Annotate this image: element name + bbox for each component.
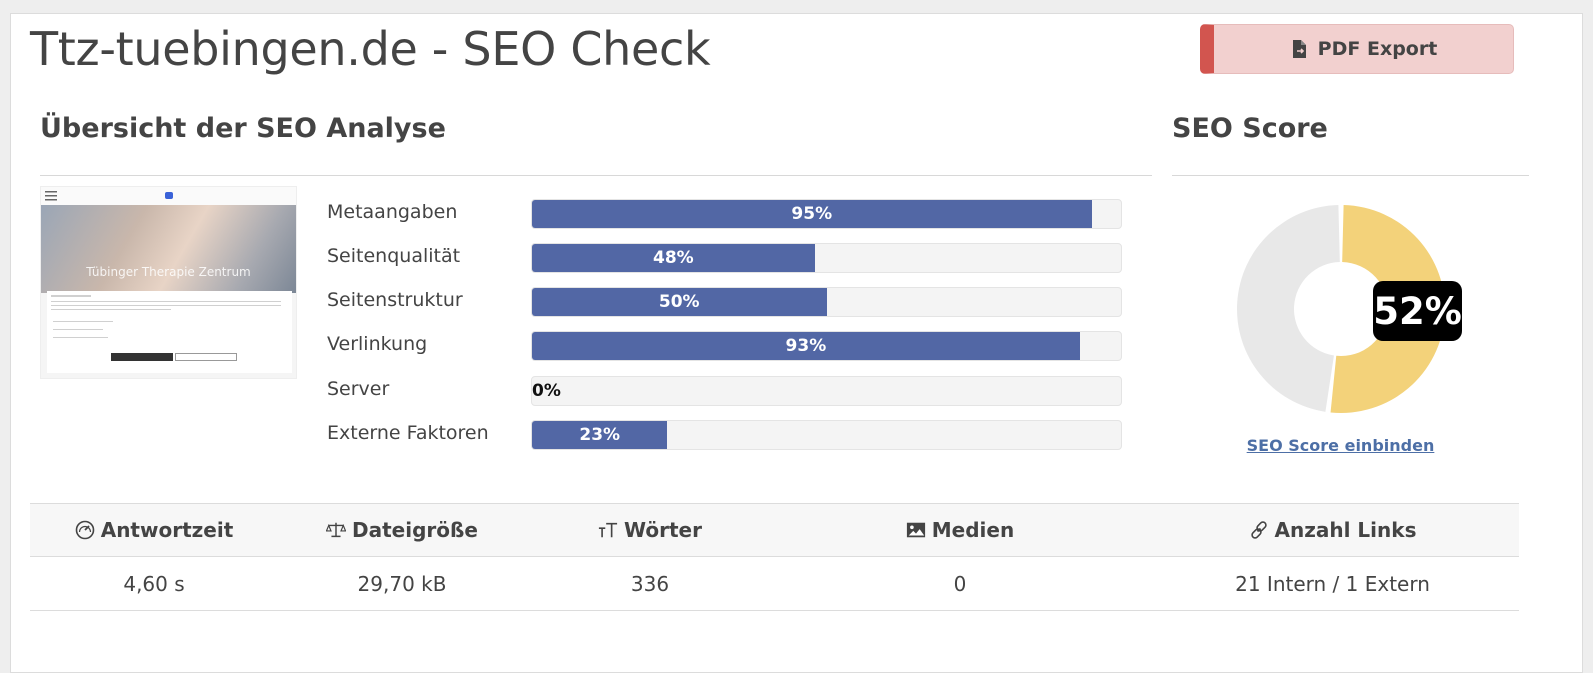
metric-bar-externe-faktoren: 23% <box>531 420 1122 450</box>
stats-value: 0 <box>953 571 967 596</box>
metric-label-externe-faktoren: Externe Faktoren <box>327 422 489 444</box>
stats-value: 21 Intern / 1 Extern <box>1235 571 1430 596</box>
overview-title: Übersicht der SEO Analyse <box>40 113 446 144</box>
stats-value-woerter: 336 <box>526 557 774 610</box>
stats-header-label: Dateigröße <box>352 518 478 542</box>
stats-header-medien: Medien <box>774 504 1146 556</box>
metric-value: 0% <box>532 381 561 401</box>
metric-value: 23% <box>579 425 621 445</box>
metric-bar-fill: 95% <box>532 200 1092 228</box>
file-export-icon <box>1292 40 1306 58</box>
metric-bar-server: 0% <box>531 376 1122 406</box>
logo-mark <box>165 192 173 199</box>
stats-value-antwortzeit: 4,60 s <box>30 557 278 610</box>
metric-bar-fill: 23% <box>532 421 668 449</box>
link-icon <box>1250 521 1267 539</box>
metric-label-seitenqualitaet: Seitenqualität <box>327 245 461 267</box>
metric-value: 93% <box>785 336 827 356</box>
stats-header-anzahl-links: Anzahl Links <box>1146 504 1519 556</box>
stats-header-antwortzeit: Antwortzeit <box>30 504 278 556</box>
score-title: SEO Score <box>1172 113 1328 144</box>
metric-label-metaangaben: Metaangaben <box>327 201 458 223</box>
donut-rest-segment <box>1237 205 1340 412</box>
metric-bar-verlinkung: 93% <box>531 331 1122 361</box>
screenshot-topbar <box>41 187 296 205</box>
stats-value: 336 <box>630 571 670 596</box>
scale-icon <box>326 522 347 538</box>
seo-score-donut <box>1237 205 1445 413</box>
stats-header-label: Antwortzeit <box>100 518 234 542</box>
stats-header-label: Wörter <box>624 518 702 542</box>
stats-value: 4,60 s <box>123 571 185 596</box>
page-title: Ttz-tuebingen.de - SEO Check <box>30 22 711 76</box>
metric-bar-seitenstruktur: 50% <box>531 287 1122 317</box>
metric-bar-fill: 50% <box>532 288 827 316</box>
seo-score-embed-link[interactable]: SEO Score einbinden <box>1246 436 1435 455</box>
screenshot-hero <box>41 205 296 293</box>
pdf-export-button[interactable]: PDF Export <box>1200 24 1514 74</box>
stats-value-medien: 0 <box>774 557 1146 610</box>
stats-value-dateigroesse: 29,70 kB <box>278 557 526 610</box>
menu-icon <box>45 191 57 201</box>
metric-value: 50% <box>658 292 700 312</box>
screenshot-hero-text: Tübinger Therapie Zentrum <box>86 265 251 279</box>
stats-header-row: Antwortzeit Dateigröße Wörter Medien Anz… <box>30 503 1519 557</box>
metric-label-verlinkung: Verlinkung <box>327 333 428 355</box>
pdf-export-label: PDF Export <box>1317 38 1438 60</box>
score-divider <box>1172 175 1529 176</box>
metric-bar-fill: 48% <box>532 244 815 272</box>
stats-header-woerter: Wörter <box>526 504 774 556</box>
image-icon <box>906 522 925 538</box>
stats-value-row: 4,60 s 29,70 kB 336 0 21 Intern / 1 Exte… <box>30 557 1519 611</box>
metric-bar-metaangaben: 95% <box>531 199 1122 229</box>
stats-value: 29,70 kB <box>357 571 447 596</box>
metric-bar-fill: 93% <box>532 332 1080 360</box>
text-size-icon <box>598 522 618 538</box>
stats-value-anzahl-links: 21 Intern / 1 Extern <box>1146 557 1519 610</box>
overview-divider <box>40 175 1152 176</box>
stats-header-dateigroesse: Dateigröße <box>278 504 526 556</box>
stats-header-label: Medien <box>931 518 1015 542</box>
metric-bar-seitenqualitaet: 48% <box>531 243 1122 273</box>
metric-label-seitenstruktur: Seitenstruktur <box>327 289 463 311</box>
metric-value: 48% <box>653 248 694 268</box>
cookie-dialog <box>47 291 292 373</box>
metric-value: 95% <box>791 204 833 224</box>
stats-header-label: Anzahl Links <box>1274 518 1417 542</box>
website-screenshot: Tübinger Therapie Zentrum <box>40 186 297 379</box>
metric-label-server: Server <box>327 378 390 400</box>
gauge-icon <box>75 520 95 540</box>
seo-score-badge: 52% <box>1373 281 1462 341</box>
donut-score-segment <box>1330 205 1445 413</box>
